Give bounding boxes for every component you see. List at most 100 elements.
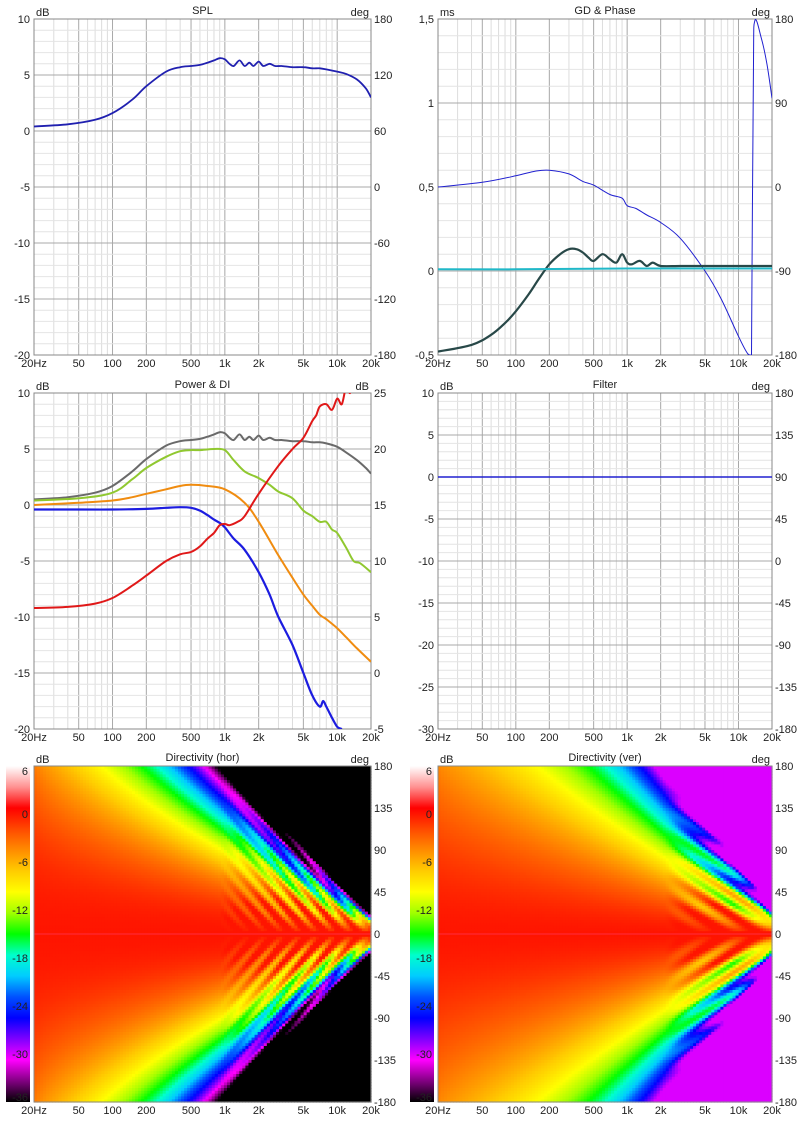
gd-x-tick: 200 xyxy=(540,358,558,370)
heat-cell xyxy=(92,892,96,896)
heat-cell xyxy=(70,992,75,997)
heat-cell xyxy=(61,861,66,865)
heat-cell xyxy=(92,799,96,803)
heat-cell xyxy=(83,841,87,845)
heat-cell xyxy=(76,794,81,798)
heat-cell xyxy=(40,794,44,798)
heat-cell xyxy=(73,1001,78,1005)
heat-cell xyxy=(34,858,38,862)
heat-cell xyxy=(101,805,106,809)
heat-cell xyxy=(61,878,66,882)
heat-cell xyxy=(70,1062,75,1067)
heat-cell xyxy=(101,928,106,932)
heat-cell xyxy=(58,866,63,871)
heat-cell xyxy=(58,1037,63,1041)
heat-cell xyxy=(101,785,106,789)
heat-cell xyxy=(73,794,78,798)
heat-cell xyxy=(76,931,81,935)
heat-cell xyxy=(98,788,102,792)
heat-cell xyxy=(76,796,81,801)
heat-cell xyxy=(52,950,57,955)
filter-left-unit: dB xyxy=(440,381,453,393)
heat-cell xyxy=(89,794,93,798)
heat-cell xyxy=(34,768,38,773)
heat-cell xyxy=(104,788,109,792)
heat-cell xyxy=(89,903,93,907)
heat-cell xyxy=(64,967,69,971)
heat-cell xyxy=(79,1088,84,1092)
heat-cell xyxy=(73,880,78,885)
heat-cell xyxy=(64,878,69,882)
heat-cell xyxy=(83,934,87,938)
heat-cell xyxy=(34,964,38,969)
heat-cell xyxy=(52,973,57,977)
heat-cell xyxy=(43,911,47,915)
heat-cell xyxy=(34,810,38,815)
heat-cell xyxy=(58,1062,63,1067)
heat-cell xyxy=(76,914,81,918)
heat-cell xyxy=(104,785,109,789)
heat-cell xyxy=(98,766,102,770)
heat-cell xyxy=(73,894,78,899)
heat-cell xyxy=(86,906,90,910)
heat-cell xyxy=(40,900,44,904)
heat-cell xyxy=(89,1074,93,1078)
heat-cell xyxy=(70,956,75,960)
heat-cell xyxy=(43,796,47,801)
heat-cell xyxy=(52,799,57,803)
heat-cell xyxy=(101,1001,106,1005)
heat-cell xyxy=(64,785,69,789)
heat-cell xyxy=(55,992,60,997)
heat-cell xyxy=(73,1057,78,1061)
heat-cell xyxy=(89,872,93,876)
heat-cell xyxy=(37,973,41,977)
heat-cell xyxy=(79,768,84,773)
heat-cell xyxy=(67,950,72,955)
heat-cell xyxy=(34,1068,38,1072)
heat-cell xyxy=(49,950,53,955)
heat-cell xyxy=(73,833,78,837)
heat-cell xyxy=(34,852,38,857)
heat-cell xyxy=(83,858,87,862)
heat-cell xyxy=(98,953,102,957)
heat-cell xyxy=(98,987,102,991)
heat-cell xyxy=(64,984,69,988)
heat-cell xyxy=(49,844,53,848)
heat-cell xyxy=(40,844,44,848)
heat-cell xyxy=(70,844,75,848)
heat-cell xyxy=(89,777,93,781)
heat-cell xyxy=(46,897,50,901)
heat-cell xyxy=(49,1071,53,1075)
heat-cell xyxy=(79,967,84,971)
heat-cell xyxy=(98,936,102,941)
heat-cell xyxy=(52,939,57,943)
heat-cell xyxy=(70,791,75,795)
heat-cell xyxy=(70,908,75,913)
heat-cell xyxy=(79,827,84,831)
heat-cell xyxy=(46,1026,50,1030)
heat-cell xyxy=(70,889,75,893)
heat-cell xyxy=(92,1023,96,1027)
heat-cell xyxy=(86,1065,90,1069)
heat-cell xyxy=(70,1074,75,1078)
heat-cell xyxy=(89,1062,93,1067)
heat-cell xyxy=(64,894,69,899)
heat-cell xyxy=(79,917,84,921)
heat-cell xyxy=(55,1018,60,1022)
heat-cell xyxy=(95,970,99,974)
heat-cell xyxy=(55,920,60,924)
heat-cell xyxy=(52,1006,57,1011)
heat-cell xyxy=(34,774,38,778)
heat-cell xyxy=(40,1040,44,1044)
heat-cell xyxy=(86,950,90,955)
heat-cell xyxy=(104,768,109,773)
heat-cell xyxy=(49,833,53,837)
heat-cell xyxy=(104,920,109,924)
heat-cell xyxy=(79,1090,84,1095)
filter-x-tick: 1k xyxy=(621,732,633,744)
heat-cell xyxy=(89,1032,93,1036)
heat-cell xyxy=(34,990,38,994)
heat-cell xyxy=(67,875,72,879)
power-x-tick: 20k xyxy=(362,732,380,744)
